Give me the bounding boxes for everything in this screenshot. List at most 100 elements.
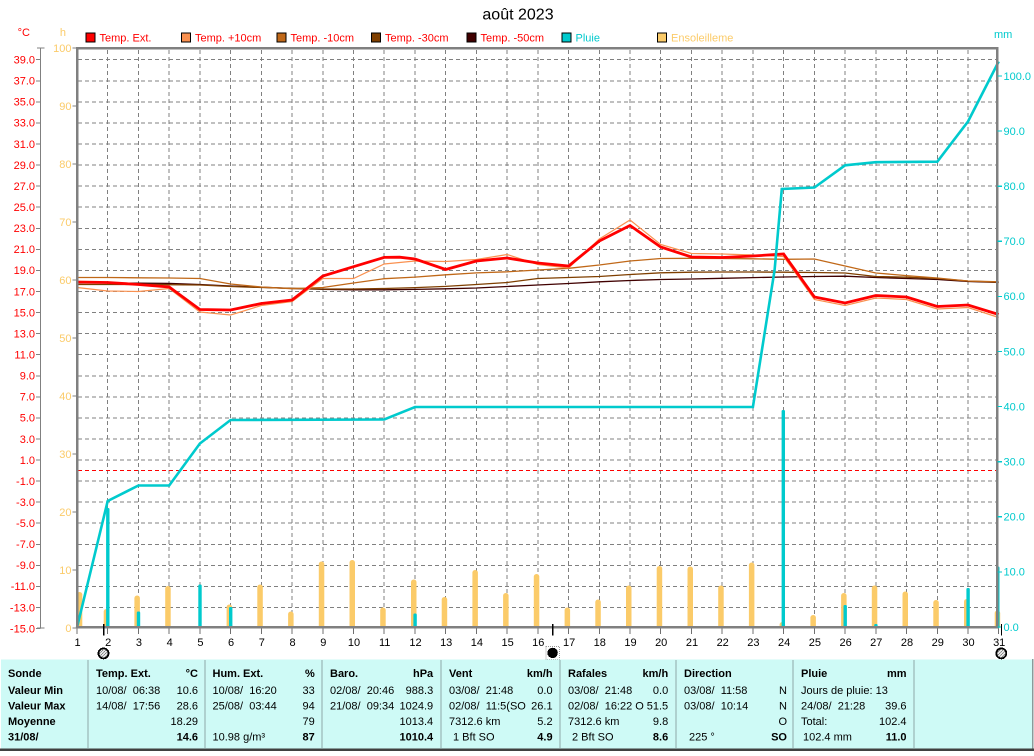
svg-text:°C: °C [18,27,30,39]
svg-text:11.0: 11.0 [886,732,907,744]
svg-text:12: 12 [409,637,421,649]
svg-text:40.0: 40.0 [1004,401,1025,413]
svg-text:100.0: 100.0 [1004,71,1032,83]
svg-text:02/08/ 16:22 O: 02/08/ 16:22 O [568,701,644,713]
svg-text:22: 22 [717,637,729,649]
svg-text:SO: SO [771,732,787,744]
svg-text:7312.6 km: 7312.6 km [449,716,500,728]
svg-text:102.4: 102.4 [879,716,907,728]
svg-text:Temp. -30cm: Temp. -30cm [385,33,449,45]
svg-text:Vent: Vent [449,668,473,680]
svg-text:28: 28 [901,637,913,649]
svg-text:94: 94 [303,701,315,713]
svg-text:33: 33 [303,685,315,697]
svg-text:Moyenne: Moyenne [8,716,56,728]
svg-text:15: 15 [501,637,513,649]
svg-text:17: 17 [563,637,575,649]
svg-text:60.0: 60.0 [1004,291,1025,303]
svg-text:51.5: 51.5 [647,701,668,713]
svg-text:Temp. -50cm: Temp. -50cm [481,33,545,45]
svg-text:40: 40 [59,391,71,403]
svg-text:90.0: 90.0 [1004,126,1025,138]
svg-text:18: 18 [594,637,606,649]
svg-text:1010.4: 1010.4 [400,732,435,744]
svg-text:10.0: 10.0 [1004,567,1025,579]
svg-text:1013.4: 1013.4 [400,716,434,728]
svg-text:13.0: 13.0 [14,328,35,340]
svg-text:7.0: 7.0 [20,392,35,404]
svg-text:03/08/ 11:58: 03/08/ 11:58 [684,685,747,697]
svg-text:21: 21 [686,637,698,649]
svg-text:7: 7 [259,637,265,649]
svg-text:10.6: 10.6 [177,685,198,697]
svg-text:13: 13 [440,637,452,649]
svg-text:5.2: 5.2 [537,716,552,728]
svg-text:Valeur Max: Valeur Max [8,701,66,713]
svg-text:14.6: 14.6 [177,732,198,744]
svg-text:4.9: 4.9 [537,732,552,744]
svg-text:70: 70 [59,217,71,229]
svg-text:30: 30 [962,637,974,649]
svg-text:33.0: 33.0 [14,118,35,130]
svg-text:11.0: 11.0 [14,350,35,362]
svg-text:80.0: 80.0 [1004,181,1025,193]
svg-text:14: 14 [471,637,483,649]
svg-text:6: 6 [228,637,234,649]
svg-text:39.0: 39.0 [14,55,35,67]
svg-text:Pluie: Pluie [801,668,827,680]
svg-text:60: 60 [59,275,71,287]
svg-text:9.8: 9.8 [653,716,668,728]
svg-text:km/h: km/h [527,668,553,680]
svg-text:29: 29 [932,637,944,649]
svg-text:Direction: Direction [684,668,732,680]
svg-text:-7.0: -7.0 [16,539,35,551]
svg-text:Hum. Ext.: Hum. Ext. [213,668,264,680]
svg-text:Rafales: Rafales [568,668,607,680]
svg-text:8: 8 [290,637,296,649]
svg-text:mm: mm [994,29,1012,41]
svg-text:27.0: 27.0 [14,181,35,193]
svg-text:Baro.: Baro. [330,668,358,680]
svg-text:50: 50 [59,333,71,345]
svg-text:90: 90 [59,101,71,113]
svg-text:Temp. +10cm: Temp. +10cm [195,33,261,45]
svg-text:10.98 g/m³: 10.98 g/m³ [213,732,266,744]
svg-text:11: 11 [379,637,390,649]
svg-text:-15.0: -15.0 [10,623,35,635]
svg-text:-1.0: -1.0 [16,476,35,488]
svg-text:4: 4 [167,637,173,649]
svg-text:24/08/ 21:28: 24/08/ 21:28 [801,701,865,713]
svg-text:-9.0: -9.0 [16,560,35,572]
svg-text:Valeur Min: Valeur Min [8,685,63,697]
svg-text:03/08/ 21:48: 03/08/ 21:48 [449,685,513,697]
svg-text:N: N [779,701,787,713]
svg-text:20: 20 [655,637,667,649]
svg-text:20: 20 [59,507,71,519]
svg-text:Jours de pluie: 13: Jours de pluie: 13 [801,685,888,697]
svg-text:17.0: 17.0 [14,286,35,298]
svg-text:25.0: 25.0 [14,202,35,214]
svg-text:23.0: 23.0 [14,223,35,235]
svg-text:37.0: 37.0 [14,76,35,88]
svg-text:30.0: 30.0 [1004,457,1025,469]
svg-text:30: 30 [59,449,71,461]
svg-text:31/08/: 31/08/ [8,732,39,744]
svg-text:9: 9 [320,637,326,649]
svg-text:26: 26 [839,637,851,649]
svg-text:%: % [305,668,315,680]
svg-text:70.0: 70.0 [1004,236,1025,248]
svg-text:2: 2 [105,637,111,649]
svg-text:Total:: Total: [801,716,827,728]
svg-text:mm: mm [887,668,907,680]
svg-text:39.6: 39.6 [885,701,906,713]
svg-text:31: 31 [993,637,1005,649]
svg-text:31.0: 31.0 [14,139,35,151]
svg-text:10: 10 [348,637,360,649]
svg-text:10: 10 [59,565,71,577]
svg-text:h: h [60,27,66,39]
svg-text:80: 80 [59,159,71,171]
svg-text:19: 19 [624,637,636,649]
svg-text:102.4 mm: 102.4 mm [803,732,852,744]
svg-text:1.0: 1.0 [20,455,35,467]
svg-text:-5.0: -5.0 [16,518,35,530]
